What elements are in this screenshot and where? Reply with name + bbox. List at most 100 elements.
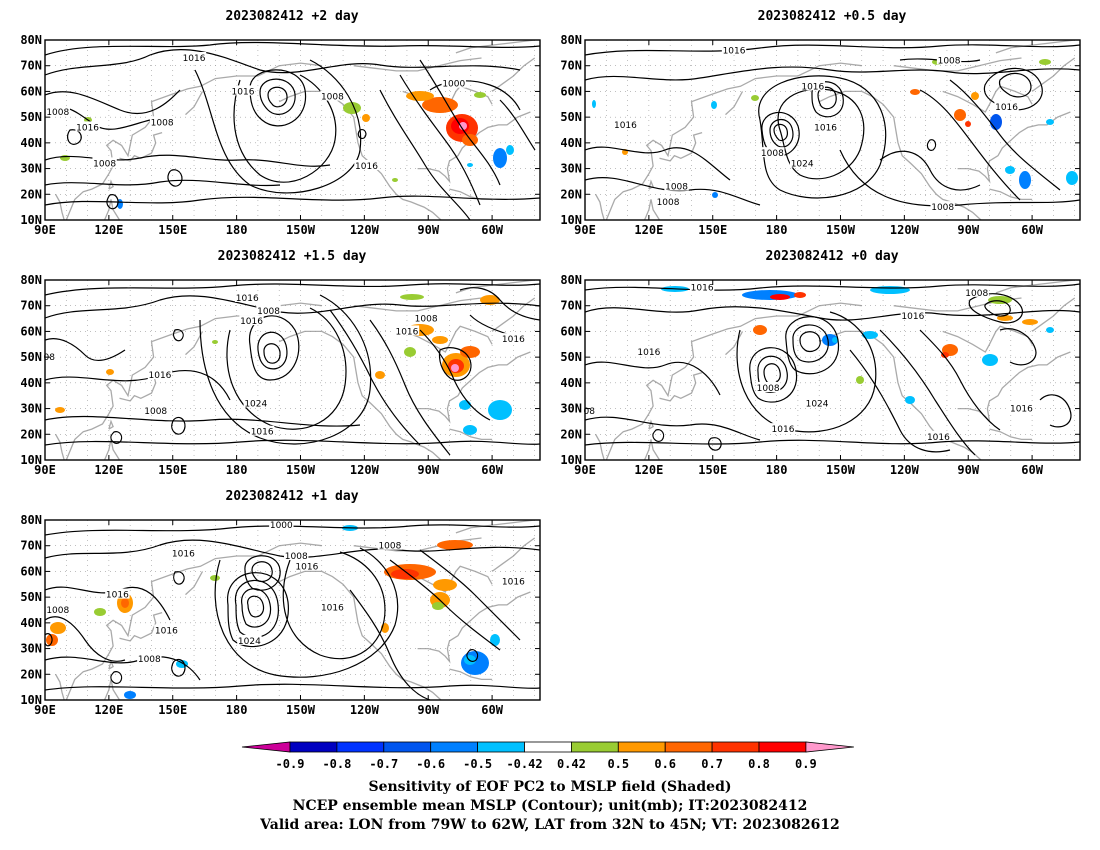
contour-label-bg bbox=[171, 547, 196, 558]
lon-label: 60W bbox=[481, 223, 503, 237]
contour-label: 1008 bbox=[46, 108, 69, 118]
contour-label: 1016 bbox=[801, 82, 824, 92]
contour-label: 1016 bbox=[395, 327, 418, 337]
contour-label-bg bbox=[770, 423, 796, 434]
lon-label: 120W bbox=[350, 223, 380, 237]
lon-label: 150W bbox=[286, 223, 316, 237]
contour-label: 1008 bbox=[415, 315, 438, 325]
coastline bbox=[108, 659, 114, 670]
coastline bbox=[65, 542, 322, 700]
coastline bbox=[1031, 57, 1076, 92]
colorbar-segment bbox=[664, 741, 713, 753]
colorbar-high-end bbox=[805, 741, 854, 753]
contour-labels: 1016 1008 1016 1016 1016 1008 1024 1016 1008 1008… bbox=[613, 44, 1019, 213]
coastline-layer bbox=[595, 280, 1076, 460]
contour-label: 1016 bbox=[691, 284, 714, 294]
lat-label: 60N bbox=[20, 564, 42, 578]
contour-label-bg bbox=[269, 519, 294, 530]
lon-label: 180 bbox=[226, 463, 248, 477]
coastline bbox=[595, 433, 605, 460]
contour-labels: 1016 1016 1008 1000 1008 1008 1016 1008 1016 bbox=[45, 52, 466, 172]
contour-label: 1016 bbox=[614, 121, 637, 131]
lat-label: 10N bbox=[560, 213, 582, 227]
contour-label: 1008 bbox=[257, 307, 280, 317]
contour-label-bg bbox=[105, 588, 130, 599]
coastline bbox=[942, 85, 1033, 113]
contour-label: 1008 bbox=[285, 552, 308, 562]
contour-label-bg bbox=[243, 397, 268, 408]
lon-label: 120W bbox=[350, 703, 380, 717]
panel-title: 2023082412 +1.5 day bbox=[218, 249, 367, 264]
coastline bbox=[417, 111, 531, 184]
lon-label: 60W bbox=[481, 703, 503, 717]
lon-label: 150E bbox=[158, 703, 187, 717]
lat-label: 40N bbox=[560, 376, 582, 390]
contour-label-bg bbox=[501, 333, 526, 344]
contour-label: 1016 bbox=[251, 428, 274, 438]
coastline bbox=[108, 179, 114, 190]
lon-label: 180 bbox=[226, 223, 248, 237]
gridlines bbox=[45, 40, 540, 220]
colorbar-label: -0.6 bbox=[416, 757, 445, 771]
coastline bbox=[644, 439, 661, 460]
contour-label-bg bbox=[900, 310, 926, 320]
contour-label: 1008 bbox=[321, 93, 344, 103]
contour-label: 1016 bbox=[172, 549, 195, 559]
contour-label-bg bbox=[441, 77, 466, 88]
coastline bbox=[725, 331, 744, 356]
coastline bbox=[942, 325, 1033, 353]
lon-label: 180 bbox=[766, 463, 788, 477]
contour-label-bg bbox=[230, 85, 256, 96]
colorbar-segment bbox=[336, 741, 385, 753]
lat-label: 20N bbox=[560, 427, 582, 441]
lat-label: 70N bbox=[20, 539, 42, 553]
contour-label-bg bbox=[143, 405, 168, 416]
contour-label-bg bbox=[664, 180, 689, 191]
lon-label: 90E bbox=[574, 223, 596, 237]
lon-label: 150E bbox=[158, 223, 187, 237]
contour-label: 1008 bbox=[757, 384, 780, 394]
lon-label: 150E bbox=[698, 223, 727, 237]
lon-label: 90W bbox=[417, 463, 439, 477]
panel-title: 2023082412 +0.5 day bbox=[758, 9, 907, 24]
coastline bbox=[725, 91, 744, 116]
contour-label: 1016 bbox=[155, 627, 178, 637]
contour-label-bg bbox=[804, 397, 830, 408]
panel-border bbox=[44, 39, 541, 221]
contour-label-bg bbox=[636, 346, 662, 356]
colorbar-segment bbox=[711, 741, 760, 753]
coastline bbox=[55, 433, 65, 460]
contour-label: 1016 bbox=[76, 123, 99, 133]
contour-label: 1000 bbox=[442, 80, 465, 90]
contour-label: 1008 bbox=[378, 542, 401, 552]
lon-label: 120E bbox=[634, 223, 663, 237]
coastline bbox=[402, 565, 493, 593]
coastline-layer bbox=[595, 40, 1076, 220]
lon-label: 150W bbox=[826, 463, 856, 477]
coastline bbox=[491, 57, 536, 92]
panel-frame bbox=[44, 39, 541, 221]
lat-label: 20N bbox=[20, 667, 42, 681]
map-panel-plus-1-day: 2023082412 +1 day bbox=[20, 489, 541, 717]
coastline bbox=[644, 199, 661, 220]
lat-label: 40N bbox=[20, 376, 42, 390]
lon-label: 120W bbox=[890, 463, 920, 477]
coastline bbox=[108, 419, 114, 430]
gridlines bbox=[585, 280, 1080, 460]
coastline bbox=[491, 537, 536, 572]
contour-label-bg bbox=[394, 325, 420, 336]
lat-label: 10N bbox=[20, 213, 42, 227]
lon-label: 150W bbox=[826, 223, 856, 237]
lat-label: 60N bbox=[20, 324, 42, 338]
lon-label: 120E bbox=[634, 463, 663, 477]
contour-label-bg bbox=[1009, 402, 1034, 413]
lat-label: 70N bbox=[560, 299, 582, 313]
coastline bbox=[417, 591, 531, 664]
colorbar-label: -0.7 bbox=[369, 757, 398, 771]
contour-label-bg bbox=[655, 196, 681, 206]
lon-label: 90W bbox=[417, 223, 439, 237]
contour-label: 1016 bbox=[232, 87, 255, 97]
coastline bbox=[957, 111, 1071, 184]
contour-labels: 1016 1008 1016 1016 1008 1024 1016 1016 1016 08 bbox=[582, 281, 1034, 443]
